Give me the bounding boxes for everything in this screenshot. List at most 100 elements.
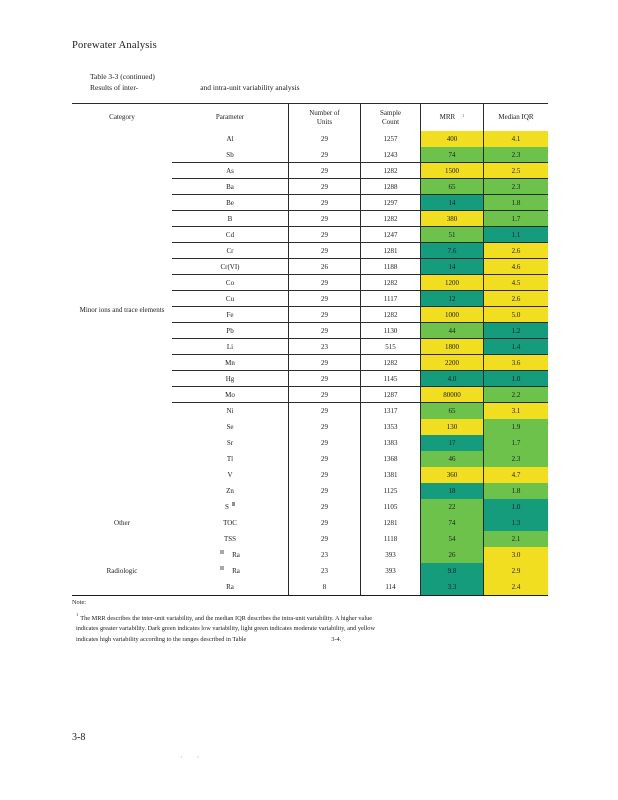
cell-mrr: 360 [420,467,483,483]
cell-sample-count: 1381 [360,467,420,483]
cell-parameter: Zn [226,487,234,495]
cell-sample-count: 1257 [360,131,420,147]
table-row: Ni 29 1317 65 3.1 [72,403,548,419]
cell-number-of-units: 29 [288,467,360,483]
cell-mrr: 44 [420,323,483,339]
table-header-row: Category Parameter Number of Units Sampl… [72,104,548,131]
cell-sample-count: 1282 [360,275,420,291]
cell-number-of-units: 29 [288,419,360,435]
header-median-iqr: Median IQR [483,104,548,131]
cell-mrr: 4.0 [420,371,483,387]
cell-median-iqr: 2.6 [483,291,548,307]
cell-sample-count: 1282 [360,163,420,179]
cell-number-of-units: 23 [288,547,360,563]
cell-sample-count: 1247 [360,227,420,243]
cell-number-of-units: 29 [288,243,360,259]
cell-parameter: Cr [172,243,288,259]
cell-sample-count: 1188 [360,259,420,275]
cell-sample-count: 1281 [360,243,420,259]
category-label-minor-ions: Minor ions and trace elements [79,306,165,314]
cell-number-of-units: 26 [288,259,360,275]
cell-median-iqr: 4.1 [483,131,548,147]
cell-sample-count: 1105 [360,499,420,515]
cell-mrr: 74 [420,147,483,163]
cell-median-iqr: 2.1 [483,531,548,547]
cell-parameter: Li [172,339,288,355]
note-body: 1The MRR describes the inter-unit variab… [72,610,375,646]
table-row: Cu 29 1117 12 2.6 [72,291,548,307]
cell-mrr: 380 [420,211,483,227]
cell-mrr: 51 [420,227,483,243]
cell-median-iqr: 4.6 [483,259,548,275]
cell-median-iqr: 1.7 [483,435,548,451]
cell-median-iqr: 3.6 [483,355,548,371]
cell-sample-count: 1145 [360,371,420,387]
cell-parameter: Mo [172,387,288,403]
cell-parameter: Hg [172,371,288,387]
table-row: Hg 29 1145 4.0 1.0 [72,371,548,387]
cell-number-of-units: 29 [288,323,360,339]
cell-mrr: 14 [420,195,483,211]
cell-sample-count: 1243 [360,147,420,163]
cell-median-iqr: 4.7 [483,467,548,483]
header-mrr: MRR 1 [420,104,483,131]
table-row: Zn 29 1125 18 1.8 [72,483,548,499]
cell-mrr: 17 [420,435,483,451]
cell-category [72,275,172,291]
note-line2: indicates greater variability. Dark gree… [76,625,375,633]
cell-number-of-units: 29 [288,403,360,419]
cell-mrr: 130 [420,419,483,435]
cell-median-iqr: 5.0 [483,307,548,323]
cell-number-of-units: 8 [288,579,360,595]
cell-sample-count: 1353 [360,419,420,435]
cell-median-iqr: 2.9 [483,563,548,579]
cell-mrr: 18 [420,483,483,499]
cell-mrr: 74 [420,515,483,531]
cell-mrr: 1000 [420,307,483,323]
cell-parameter: Sr [226,439,234,447]
cell-category [72,179,172,195]
cell-parameter: V [227,471,233,479]
cell-parameter: TOC [223,519,237,527]
table-row: V 29 1381 360 4.7 [72,467,548,483]
table-row: Sr 29 1383 17 1.7 [72,435,548,451]
cell-parameter: Ra [226,583,234,591]
cell-sample-count: 1125 [360,483,420,499]
cell-sample-count: 1317 [360,403,420,419]
cell-mrr: 12 [420,291,483,307]
cell-sample-count: 1383 [360,435,420,451]
note-line3: indicates high variability according to … [76,635,342,643]
table-row: B 29 1282 380 1.7 [72,211,548,227]
table-title: Table 3-3 (continued) Results of inter-a… [90,72,300,93]
table-title-line2-pre: Results of inter- [90,82,139,92]
cell-median-iqr: 1.0 [483,371,548,387]
category-label-other: Other [114,519,130,527]
cell-mrr: 2200 [420,355,483,371]
cell-number-of-units: 29 [288,291,360,307]
cell-number-of-units: 29 [288,179,360,195]
cell-number-of-units: 29 [288,227,360,243]
cell-median-iqr: 1.8 [483,195,548,211]
cell-category [72,499,172,515]
table-note: Note: 1The MRR describes the inter-unit … [72,598,375,645]
cell-sample-count: 1282 [360,355,420,371]
cell-parameter: Se [226,423,234,431]
cell-mrr: 14 [420,259,483,275]
cell-median-iqr: 1.2 [483,323,548,339]
cell-median-iqr: 1.3 [483,515,548,531]
cell-category [72,483,172,499]
table-row: Fe 29 1282 1000 5.0 [72,307,548,323]
running-header: Porewater Analysis [72,40,157,51]
cell-sample-count: 393 [360,563,420,579]
cell-category [72,323,172,339]
cell-category [72,211,172,227]
cell-number-of-units: 29 [288,131,360,147]
cell-category [72,227,172,243]
cell-median-iqr: 4.5 [483,275,548,291]
cell-mrr: 46 [420,451,483,467]
table-title-line2-post: and intra-unit variability analysis [200,82,300,92]
cell-parameter: Cd [172,227,288,243]
cell-number-of-units: 29 [288,371,360,387]
table-row: Ra 23 393 26 3.0 [72,547,548,563]
cell-number-of-units: 23 [288,563,360,579]
